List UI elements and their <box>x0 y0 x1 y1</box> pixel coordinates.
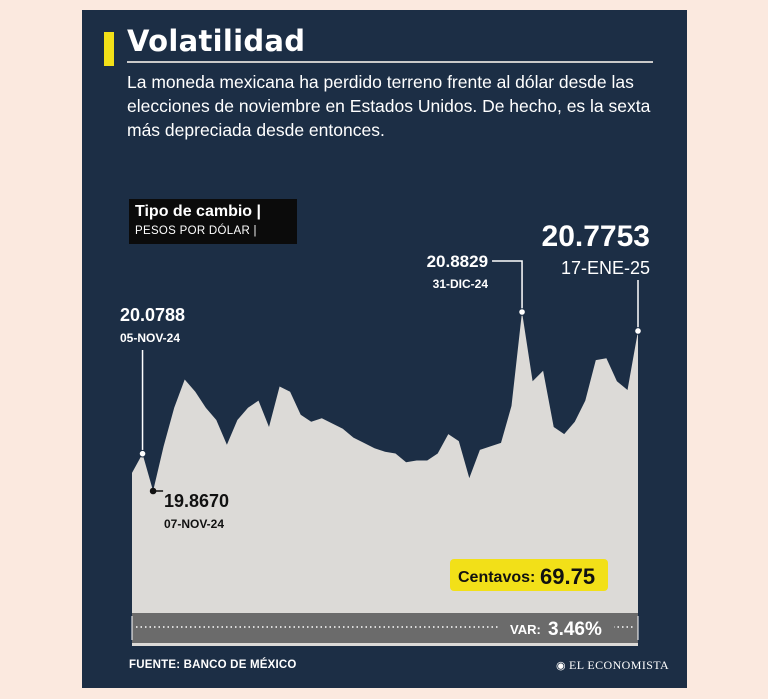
title-accent-bar <box>104 32 114 66</box>
annotation-value-end: 20.7753 <box>542 220 650 253</box>
centavos-value: 69.75 <box>540 564 595 589</box>
chart-legend: Tipo de cambio | PESOS POR DÓLAR | <box>129 199 297 244</box>
logo-icon: ◉ <box>556 660 566 672</box>
annotation-dot-min <box>149 487 157 495</box>
annotation-dot-start <box>138 449 147 458</box>
publisher-logo: ◉ EL ECONOMISTA <box>556 658 669 673</box>
annotation-value-start: 20.0788 <box>120 305 185 325</box>
source-note: FUENTE: BANCO DE MÉXICO <box>129 659 297 671</box>
centavos-label: Centavos: <box>458 569 535 586</box>
annotation-value-max: 20.8829 <box>427 252 488 271</box>
legend-title: Tipo de cambio | <box>135 203 261 220</box>
infographic-card: Volatilidad La moneda mexicana ha perdid… <box>82 10 687 688</box>
centavos-callout-bg <box>450 559 608 591</box>
var-label-bg <box>500 614 614 639</box>
annotation-dot-max <box>518 308 526 316</box>
annotation-value-min: 19.8670 <box>164 491 229 511</box>
var-value: 3.46% <box>548 619 602 640</box>
annotation-date-max: 31-DIC-24 <box>433 277 489 291</box>
annotation-dot-end <box>634 327 642 335</box>
annotation-line-max <box>492 260 523 312</box>
area-series <box>132 312 638 646</box>
annotation-date-end: 17-ENE-25 <box>561 258 650 278</box>
exchange-rate-chart: VAR: 3.46% Centavos: 69.75 20.0788 05-NOV-24 1… <box>120 220 650 646</box>
annotation-date-start: 05-NOV-24 <box>120 331 180 345</box>
page-title: Volatilidad <box>127 24 306 58</box>
var-label: VAR: <box>510 622 541 637</box>
title-divider <box>127 61 653 63</box>
logo-text: EL ECONOMISTA <box>569 658 670 672</box>
subtitle: La moneda mexicana ha perdido terreno fr… <box>127 72 651 140</box>
legend-subtitle: PESOS POR DÓLAR | <box>135 225 257 237</box>
annotation-date-min: 07-NOV-24 <box>164 517 224 531</box>
